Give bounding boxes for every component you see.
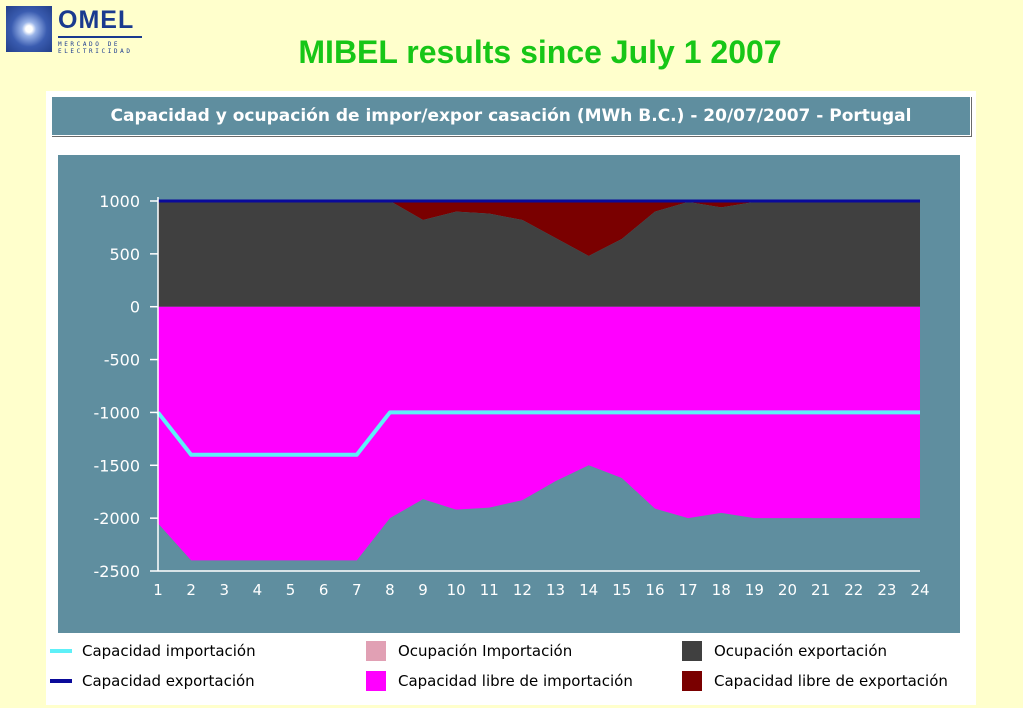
legend-label: Capacidad exportación	[82, 672, 255, 690]
legend-swatch	[682, 641, 702, 661]
area-ocupacion-exportacion	[158, 201, 920, 307]
y-tick-label: -1000	[94, 403, 141, 422]
legend-swatch	[366, 641, 386, 661]
y-tick-label: 500	[109, 245, 140, 264]
logo-emblem-icon	[6, 6, 52, 52]
x-tick-label: 6	[319, 581, 329, 599]
legend-swatch	[50, 649, 72, 653]
legend-label: Ocupación exportación	[714, 642, 888, 660]
y-tick-label: -500	[104, 351, 140, 370]
legend-label: Capacidad importación	[82, 642, 256, 660]
plot-area: 1000 500 0 -500 -1000 -1500 -2000 -2500 1 2 3 4 5 6 7 8…	[58, 155, 960, 633]
x-tick-label: 20	[778, 581, 797, 599]
x-tick-label: 11	[480, 581, 499, 599]
x-tick-label: 19	[745, 581, 764, 599]
x-tick-label: 2	[186, 581, 196, 599]
x-tick-label: 12	[513, 581, 532, 599]
x-tick-label: 13	[546, 581, 565, 599]
logo-subtitle-line-2: ELECTRICIDAD	[58, 48, 133, 55]
legend-label: Ocupación Importación	[398, 642, 573, 660]
x-tick-label: 3	[219, 581, 229, 599]
x-tick-label: 23	[877, 581, 896, 599]
area-capacidad-libre-importacion	[158, 306, 920, 561]
x-tick-label: 15	[612, 581, 631, 599]
x-tick-label: 16	[645, 581, 664, 599]
y-tick-label: -2000	[94, 509, 141, 528]
logo-subtitle: MERCADO DE ELECTRICIDAD	[58, 41, 148, 55]
chart-title-bar: Capacidad y ocupación de impor/expor cas…	[51, 96, 971, 136]
x-tick-label: 17	[679, 581, 698, 599]
logo-subtitle-line-1: MERCADO DE	[58, 41, 121, 48]
line-capacidad-importacion	[156, 410, 920, 457]
x-tick-label: 14	[579, 581, 598, 599]
x-tick-label: 10	[447, 581, 466, 599]
x-tick-label: 4	[253, 581, 263, 599]
x-tick-label: 1	[153, 581, 163, 599]
x-tick-label: 18	[712, 581, 731, 599]
legend-swatch	[682, 671, 702, 691]
chart-legend: Capacidad importación Ocupación Importaci…	[46, 639, 976, 705]
y-tick-label: -1500	[94, 456, 141, 475]
legend-label: Capacidad libre de exportación	[714, 672, 948, 690]
x-tick-label: 5	[286, 581, 296, 599]
omel-logo: OMEL MERCADO DE ELECTRICIDAD	[4, 4, 144, 55]
y-tick-label: -2500	[94, 562, 141, 581]
x-tick-label: 22	[844, 581, 863, 599]
legend-swatch	[50, 679, 72, 683]
chart-title: Capacidad y ocupación de impor/expor cas…	[110, 106, 912, 126]
x-tick-label: 21	[811, 581, 830, 599]
y-tick-label: 0	[130, 298, 140, 317]
logo-name: OMEL	[58, 6, 135, 34]
x-tick-label: 7	[352, 581, 362, 599]
y-tick-label: 1000	[99, 192, 140, 211]
area-capacidad-libre-exportacion	[158, 201, 920, 256]
page-title: MIBEL results since July 1 2007	[298, 34, 782, 70]
x-tick-label: 9	[418, 581, 428, 599]
x-tick-label: 8	[385, 581, 395, 599]
legend-label: Capacidad libre de importación	[398, 672, 633, 690]
x-tick-label: 24	[910, 581, 929, 599]
legend-swatch	[366, 671, 386, 691]
logo-divider	[58, 36, 142, 38]
chart-panel: Capacidad y ocupación de impor/expor cas…	[46, 91, 976, 705]
